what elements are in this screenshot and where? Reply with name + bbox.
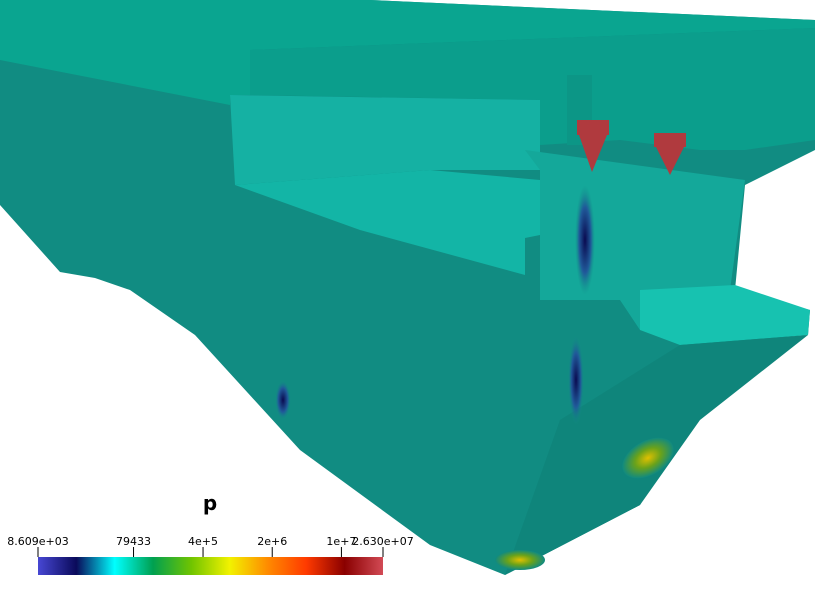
tick-label: 8.609e+03 bbox=[7, 535, 68, 548]
tick-label: 2.630e+07 bbox=[352, 535, 413, 548]
bow-ledge bbox=[640, 285, 810, 345]
high-pressure bbox=[495, 550, 545, 570]
field-features bbox=[275, 185, 674, 570]
tick-label: 2e+6 bbox=[257, 535, 287, 548]
low-pressure bbox=[575, 185, 595, 295]
injector bbox=[654, 133, 686, 147]
colorbar-ramp bbox=[38, 557, 383, 575]
injectors bbox=[577, 120, 686, 175]
injector bbox=[579, 135, 607, 172]
low-pressure bbox=[568, 335, 584, 425]
tick-label: 79433 bbox=[116, 535, 151, 548]
colorbar: p 8.609e+03 79433 4e+5 2e+6 1e+72.630e+07 bbox=[7, 491, 414, 575]
tick-label: 4e+5 bbox=[188, 535, 218, 548]
injector bbox=[577, 120, 609, 135]
top-deck bbox=[0, 0, 815, 105]
low-pressure bbox=[275, 380, 291, 420]
injector bbox=[656, 147, 684, 175]
high-pressure bbox=[622, 437, 674, 479]
tick-label: 1e+7 bbox=[326, 535, 356, 548]
slab-front bbox=[250, 28, 815, 150]
deck bbox=[235, 170, 540, 275]
inner-wall bbox=[230, 95, 540, 185]
colorbar-title: p bbox=[203, 491, 217, 515]
model bbox=[0, 0, 815, 575]
